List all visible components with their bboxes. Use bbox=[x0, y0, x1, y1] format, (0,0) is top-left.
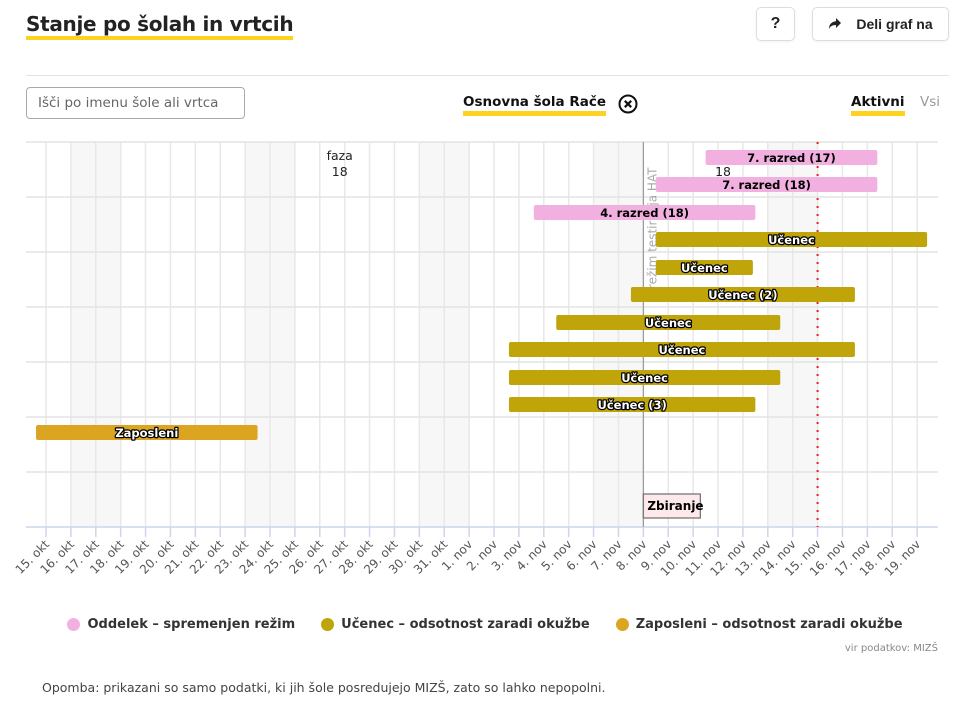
legend-dot-ucenec bbox=[321, 618, 335, 631]
gantt-bar-label: Zaposleni bbox=[115, 426, 178, 440]
header-divider bbox=[26, 75, 949, 76]
search-input[interactable] bbox=[26, 87, 245, 119]
legend-item-ucenec[interactable]: Učenec – odsotnost zaradi okužbe bbox=[321, 617, 590, 632]
selected-school-filter: Osnovna šola Rače bbox=[463, 94, 638, 116]
close-icon[interactable] bbox=[618, 94, 638, 114]
footnote: Opomba: prikazani so samo podatki, ki ji… bbox=[42, 680, 606, 695]
weekend-shading bbox=[767, 142, 793, 527]
gantt-bar-ucenec bbox=[655, 260, 753, 275]
gantt-bar-label: Učenec (2) bbox=[708, 288, 777, 302]
gantt-bar-ucenec bbox=[508, 397, 756, 412]
weekend-shading bbox=[444, 142, 470, 527]
legend-dot-oddelek bbox=[67, 618, 81, 631]
selected-school-name: Osnovna šola Rače bbox=[463, 94, 607, 116]
flag-box bbox=[642, 493, 702, 519]
legend-label-zaposleni: Zaposleni – odsotnost zaradi okužbe bbox=[635, 617, 903, 632]
gantt-bar-label: Učenec (3) bbox=[598, 398, 667, 412]
gantt-bar-ucenec bbox=[655, 232, 928, 247]
gantt-bar-oddelek bbox=[705, 150, 878, 165]
data-source: vir podatkov: MIZŠ bbox=[844, 643, 938, 654]
gantt-bar-label: Učenec bbox=[621, 371, 668, 385]
gantt-bar-label: Učenec bbox=[659, 343, 706, 357]
gantt-bar-oddelek bbox=[655, 177, 878, 192]
gantt-bar-label: 7. razred (17) bbox=[747, 151, 836, 165]
gantt-bar-label: 7. razred (18) bbox=[722, 178, 811, 192]
phase-annotation-text: 18 bbox=[715, 164, 731, 179]
weekend-shading bbox=[419, 142, 445, 527]
filter-all-tab[interactable]: Vsi bbox=[920, 94, 941, 110]
phase-annotation-text: faza bbox=[327, 148, 353, 163]
help-button[interactable]: ? bbox=[756, 7, 795, 41]
gantt-bar-ucenec bbox=[630, 287, 855, 302]
weekend-shading bbox=[618, 142, 644, 527]
gantt-bar-label: 4. razred (18) bbox=[600, 206, 689, 220]
flag-label: Zbiranje bbox=[647, 499, 703, 513]
gantt-bar-zaposleni bbox=[36, 425, 258, 440]
weekend-shading bbox=[792, 142, 818, 527]
legend-label-ucenec: Učenec – odsotnost zaradi okužbe bbox=[341, 617, 590, 632]
chart-legend: Oddelek – spremenjen režim Učenec – odso… bbox=[0, 617, 964, 632]
legend-item-oddelek[interactable]: Oddelek – spremenjen režim bbox=[67, 617, 295, 632]
legend-label-oddelek: Oddelek – spremenjen režim bbox=[87, 617, 296, 632]
page-title: Stanje po šolah in vrtcih bbox=[26, 12, 294, 40]
weekend-shading bbox=[270, 142, 295, 527]
gantt-bar-label: Učenec bbox=[768, 233, 815, 247]
share-button-label: Deli graf na bbox=[856, 16, 933, 32]
share-button[interactable]: Deli graf na bbox=[812, 7, 949, 41]
share-arrow-icon bbox=[829, 18, 842, 29]
gantt-bar-ucenec bbox=[556, 315, 781, 330]
weekend-shading bbox=[95, 142, 121, 527]
gantt-bar-oddelek bbox=[533, 205, 756, 220]
gantt-bar-ucenec bbox=[508, 342, 855, 357]
legend-item-zaposleni[interactable]: Zaposleni – odsotnost zaradi okužbe bbox=[615, 617, 903, 632]
gantt-bar-label: Učenec bbox=[645, 316, 692, 330]
filter-active-tab[interactable]: Aktivni bbox=[851, 94, 905, 116]
gantt-bar-ucenec bbox=[508, 370, 781, 385]
weekend-shading bbox=[70, 142, 96, 527]
phase-annotation-text: 18 bbox=[332, 164, 348, 179]
weekend-shading bbox=[245, 142, 271, 527]
legend-dot-zaposleni bbox=[615, 618, 629, 631]
weekend-shading bbox=[593, 142, 619, 527]
gantt-bar-label: Učenec bbox=[681, 261, 728, 275]
